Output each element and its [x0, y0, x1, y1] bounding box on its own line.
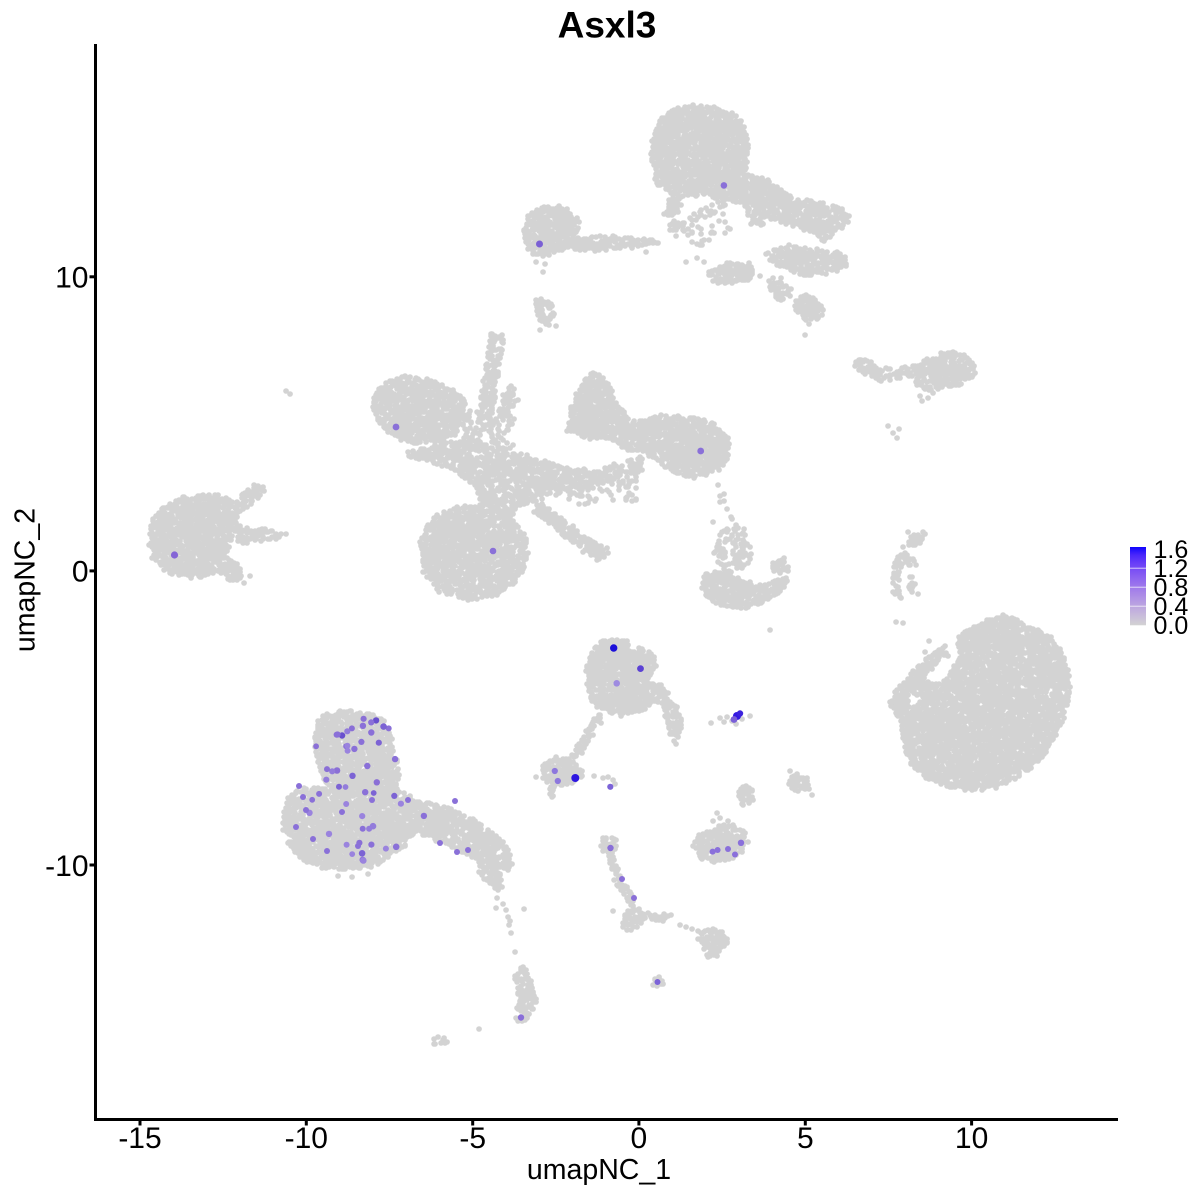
- svg-text:0.0: 0.0: [1154, 612, 1189, 640]
- svg-text:10: 10: [955, 1122, 988, 1155]
- svg-text:umapNC_2: umapNC_2: [10, 508, 42, 652]
- svg-text:-10: -10: [45, 850, 88, 883]
- svg-text:0.8: 0.8: [1154, 574, 1189, 602]
- svg-text:10: 10: [55, 262, 88, 295]
- svg-text:1.6: 1.6: [1154, 536, 1189, 564]
- svg-text:0: 0: [72, 556, 89, 589]
- svg-text:Asxl3: Asxl3: [558, 5, 657, 46]
- svg-text:0.4: 0.4: [1154, 593, 1189, 621]
- svg-text:umapNC_1: umapNC_1: [527, 1154, 671, 1186]
- svg-text:5: 5: [797, 1122, 814, 1155]
- svg-text:-15: -15: [118, 1122, 161, 1155]
- svg-text:-5: -5: [459, 1122, 486, 1155]
- svg-text:0: 0: [631, 1122, 648, 1155]
- svg-text:-10: -10: [285, 1122, 328, 1155]
- svg-text:1.2: 1.2: [1154, 555, 1189, 583]
